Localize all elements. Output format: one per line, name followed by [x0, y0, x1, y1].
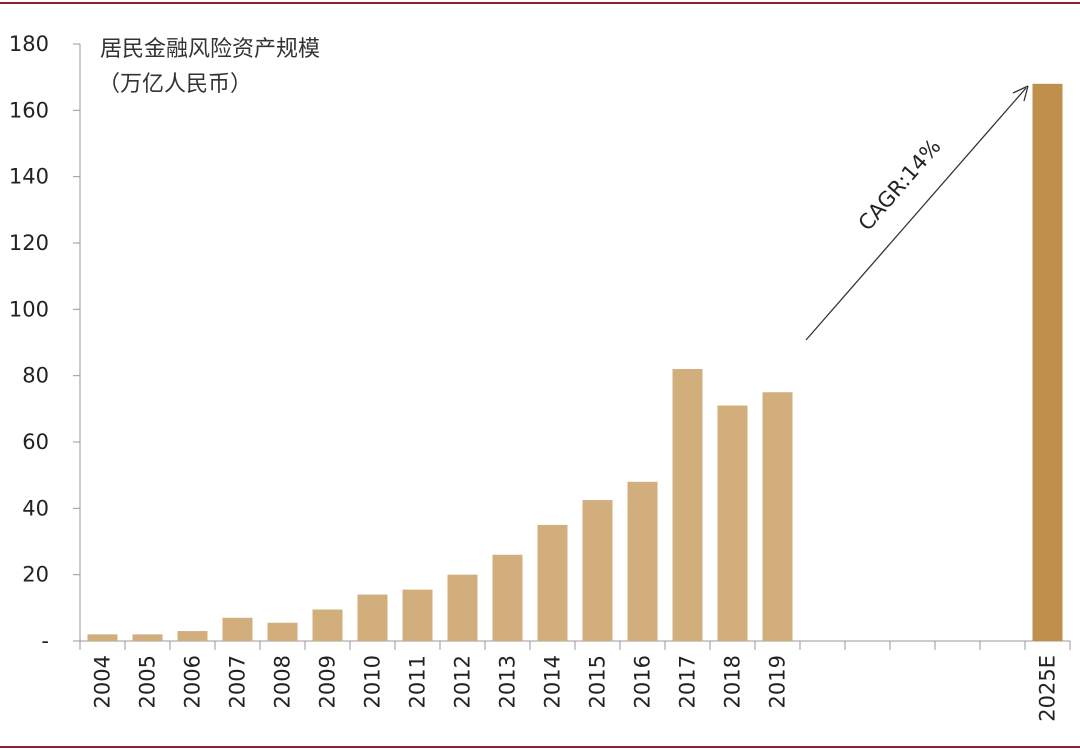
- x-tick-label: 2016: [631, 655, 655, 708]
- x-axis: 2004 2005 2006 2007 2008 2009 2010 2011 2012 2013…: [79, 640, 1071, 722]
- chart-title-line-2: （万亿人民币）: [98, 72, 252, 97]
- bar-series: [87, 83, 1063, 642]
- x-tick-label: 2012: [451, 655, 475, 708]
- bar-2018: [717, 405, 748, 641]
- cagr-annotation: CAGR:14%: [854, 135, 946, 236]
- x-tick-label: 2006: [181, 655, 205, 708]
- bar-2017: [672, 369, 703, 641]
- x-tick-label: 2013: [496, 655, 520, 708]
- x-tick-label: 2004: [91, 655, 115, 708]
- bar-2007: [222, 617, 253, 641]
- x-tick-label: 2014: [541, 655, 565, 708]
- y-tick-label: 60: [22, 430, 49, 454]
- y-axis: - 20 40 60 80 100 120 140 160 180: [9, 32, 81, 653]
- bar-2004: [87, 634, 118, 641]
- y-tick-label: 140: [9, 165, 49, 189]
- bar-2013: [492, 554, 523, 641]
- x-tick-label: 2009: [316, 655, 340, 708]
- chart-title-line-1: 居民金融风险资产规模: [100, 37, 320, 62]
- bar-2025E: [1032, 83, 1063, 642]
- x-tick-label: 2010: [361, 655, 385, 708]
- x-tick-label: 2005: [136, 655, 160, 708]
- bar-2010: [357, 594, 388, 641]
- y-tick-label: 40: [22, 496, 49, 520]
- bar-2006: [177, 631, 208, 641]
- bar-2012: [447, 574, 478, 641]
- bar-2009: [312, 609, 343, 641]
- bar-2015: [582, 500, 613, 641]
- x-tick-label: 2019: [766, 655, 790, 708]
- y-tick-label: 120: [9, 231, 49, 255]
- bar-2014: [537, 524, 568, 641]
- x-tick-label: 2018: [721, 655, 745, 708]
- cagr-arrow: [805, 87, 1027, 341]
- y-tick-label: 80: [22, 364, 49, 388]
- bar-2019: [762, 392, 793, 641]
- y-tick-label: 100: [9, 297, 49, 321]
- x-tick-label: 2025E: [1036, 655, 1060, 722]
- x-tick-label: 2007: [226, 655, 250, 708]
- x-tick-label: 2008: [271, 655, 295, 708]
- bar-2011: [402, 589, 433, 641]
- y-tick-label: 160: [9, 98, 49, 122]
- x-tick-label: 2017: [676, 655, 700, 708]
- bar-2016: [627, 481, 658, 641]
- y-tick-label: 20: [22, 563, 49, 587]
- x-tick-label: 2011: [406, 655, 430, 708]
- y-tick-label: 180: [9, 32, 49, 56]
- cagr-arrow-head: [1012, 85, 1029, 102]
- y-tick-label: -: [41, 629, 49, 653]
- bar-2008: [267, 622, 298, 641]
- x-tick-label: 2015: [586, 655, 610, 708]
- bar-2005: [132, 634, 163, 641]
